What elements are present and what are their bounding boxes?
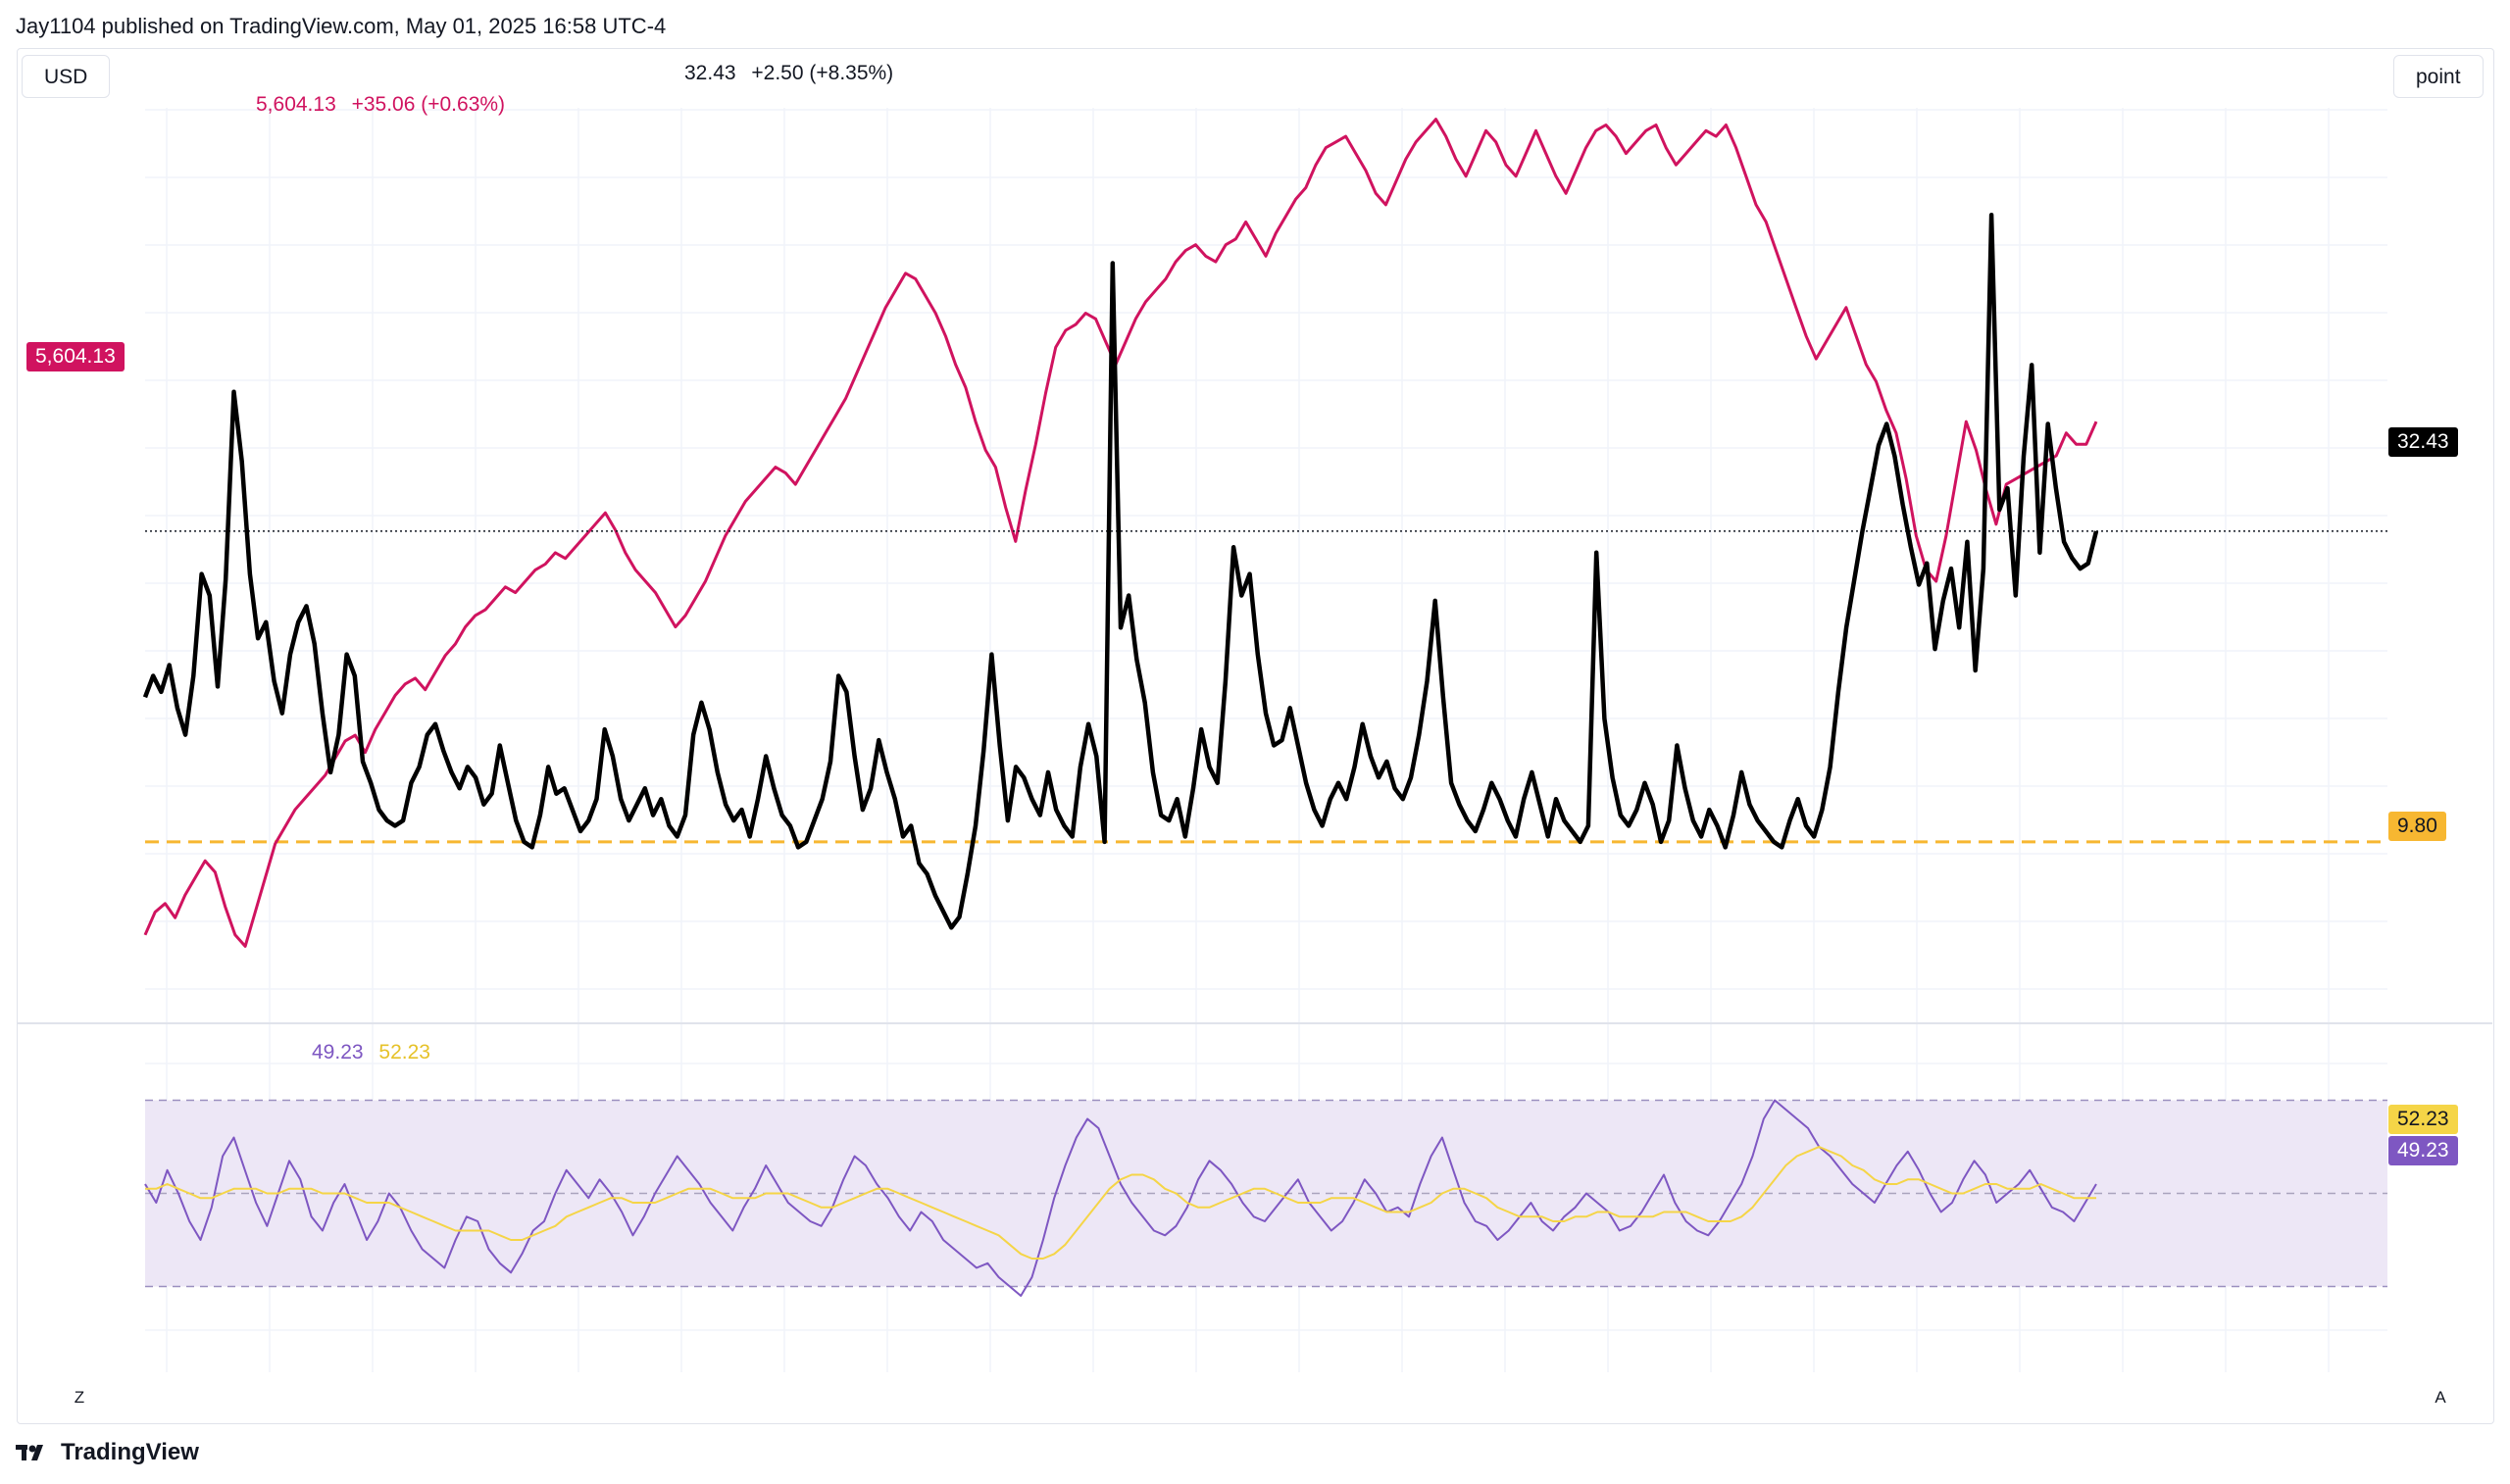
rsi-price-tag: 49.23	[2388, 1136, 2458, 1165]
scale-mode-button[interactable]: point	[2393, 55, 2484, 98]
rsi-band	[145, 1099, 2387, 1288]
rsi-line	[144, 1099, 2097, 1297]
right-axis-auto-button[interactable]: A	[2435, 1388, 2446, 1407]
compare-change: +35.06 (+0.63%)	[351, 93, 506, 116]
compare-series-legend: 5,604.13 +35.06 (+0.63%)	[256, 93, 515, 117]
compare-price-tag: 5,604.13	[26, 342, 125, 371]
tradingview-logo[interactable]: TradingView	[16, 1439, 199, 1466]
rsi-ma-line	[145, 1146, 2096, 1260]
tradingview-logo-icon	[16, 1445, 43, 1460]
published-caption: Jay1104 published on TradingView.com, Ma…	[16, 14, 667, 38]
main-change: +2.50 (+8.35%)	[751, 62, 894, 84]
compare-value: 5,604.13	[256, 93, 336, 116]
left-axis-auto-button[interactable]: Z	[74, 1388, 85, 1407]
rsi-ma-price-tag: 52.23	[2388, 1105, 2458, 1134]
rsi-ma-legend-value: 52.23	[378, 1041, 430, 1064]
main-price-tag: 32.43	[2388, 427, 2458, 457]
rsi-legend-value: 49.23	[312, 1041, 364, 1064]
main-value: 32.43	[684, 62, 736, 84]
series-lines	[142, 118, 2387, 1297]
chart-frame	[17, 48, 2494, 1424]
compare-series-line	[143, 118, 2098, 948]
currency-button[interactable]: USD	[22, 55, 111, 98]
brand-name: TradingView	[61, 1439, 199, 1465]
hline-price-tag: 9.80	[2388, 812, 2446, 841]
main-series-line	[142, 213, 2099, 930]
rsi-legend: 49.23 52.23	[312, 1041, 440, 1064]
main-series-legend: 32.43 +2.50 (+8.35%)	[684, 62, 903, 85]
